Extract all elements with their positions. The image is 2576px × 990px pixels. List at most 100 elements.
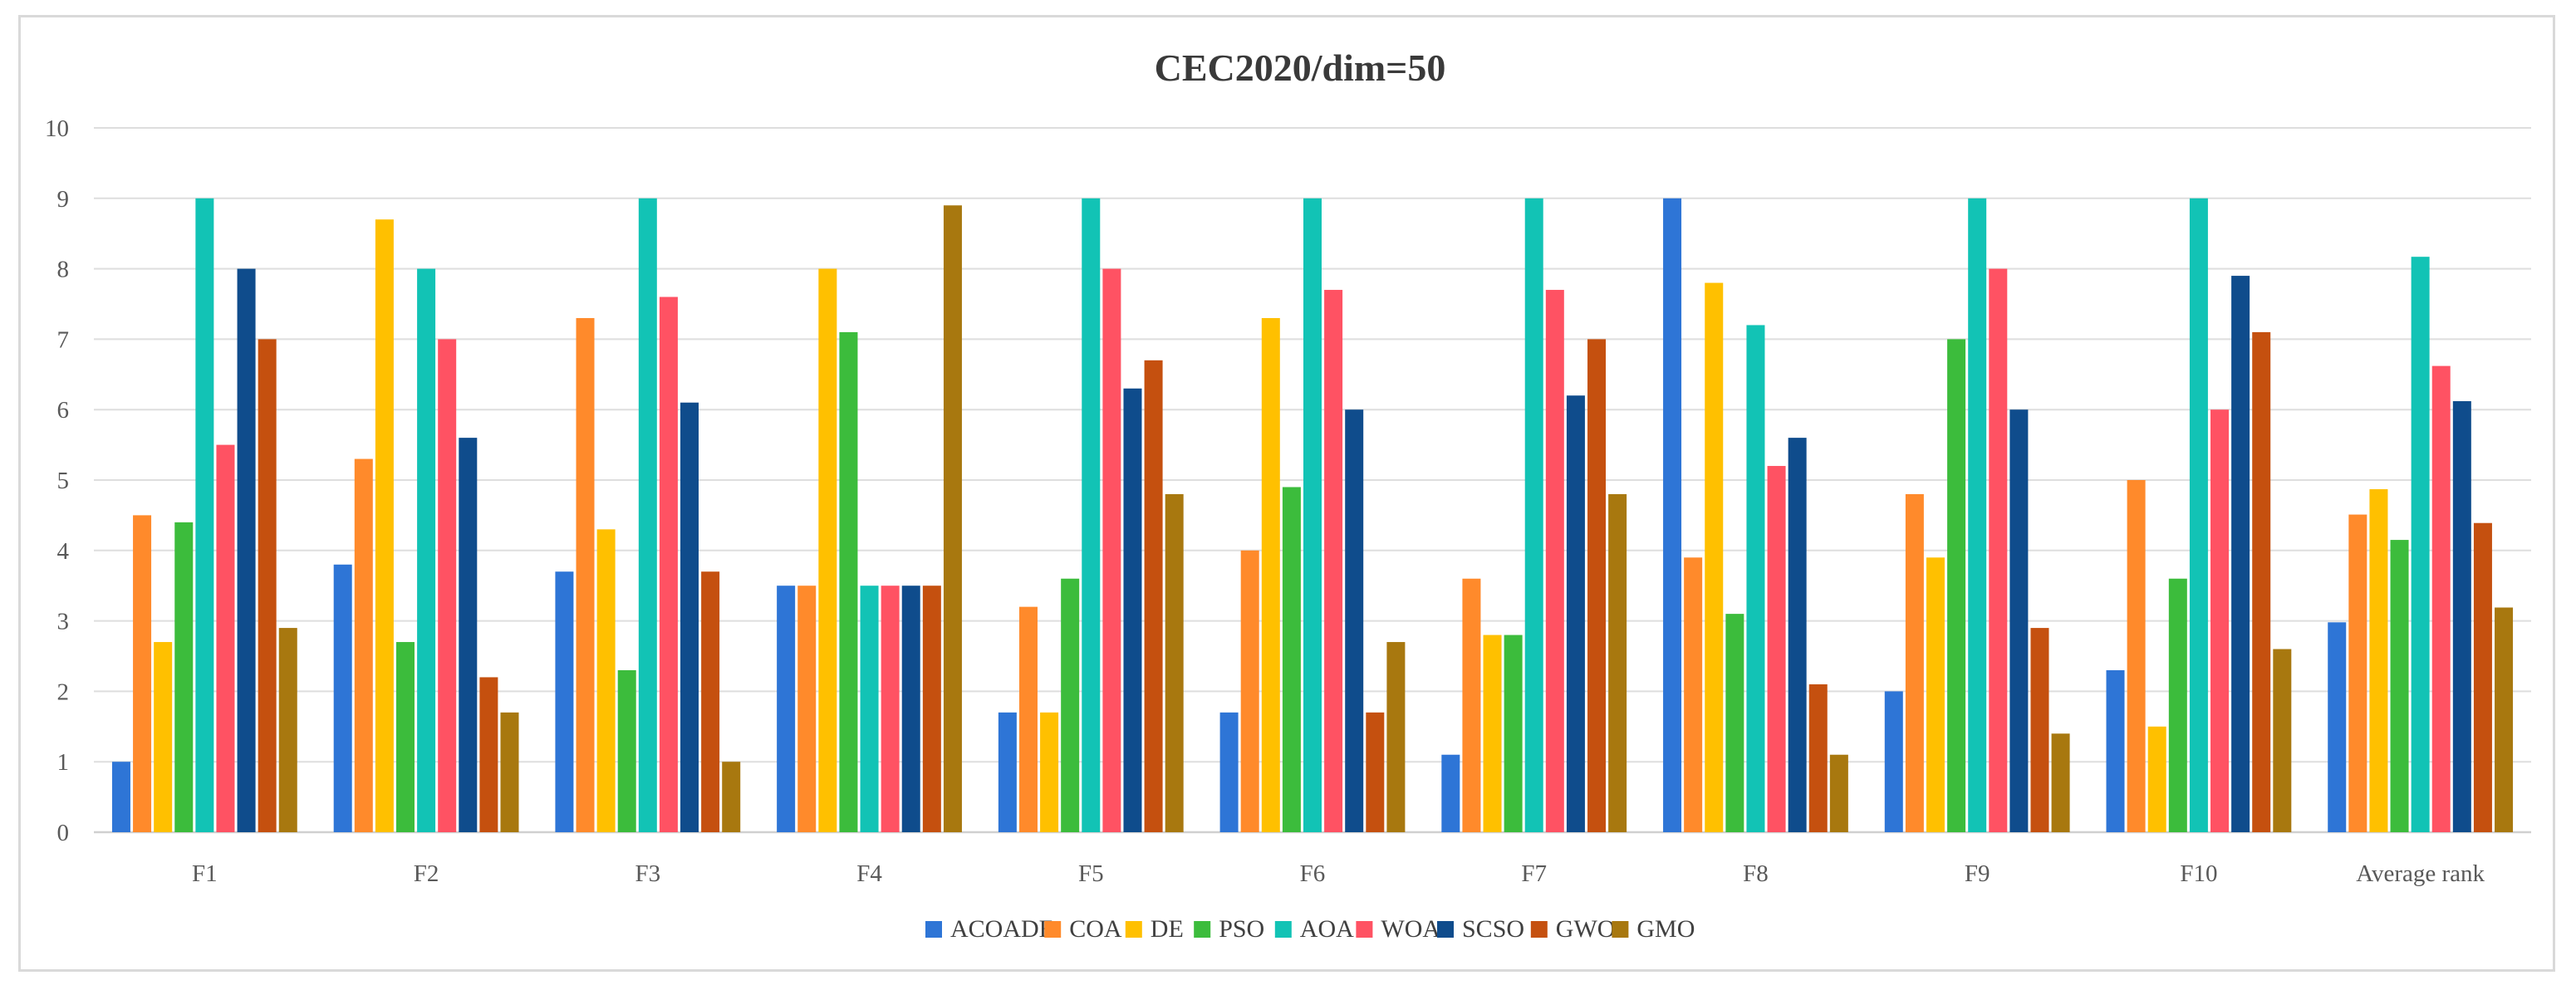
legend-label-gmo: GMO — [1636, 915, 1695, 943]
bar-coa — [1462, 578, 1481, 832]
bar-gmo — [2273, 649, 2292, 832]
legend-label-gwo: GWO — [1556, 915, 1616, 943]
bar-scso — [2452, 401, 2471, 832]
bar-acoade — [1441, 754, 1460, 832]
bar-gmo — [943, 205, 962, 832]
bar-gwo — [258, 339, 277, 832]
bar-de — [1040, 712, 1059, 832]
legend-label-coa: COA — [1069, 915, 1122, 943]
bar-woa — [1102, 268, 1121, 833]
chart-frame: CEC2020/dim=50 0 1 2 3 4 5 6 7 8 9 10 F1 F2 F3 F4 F5 F6… — [18, 15, 2555, 972]
legend-label-de: DE — [1151, 915, 1184, 943]
bar-aoa — [1746, 325, 1765, 832]
bar-pso — [395, 642, 415, 832]
bar-woa — [2431, 365, 2451, 832]
bar-gwo — [479, 677, 498, 832]
y-tick-label: 6 — [57, 397, 70, 424]
y-tick-label: 0 — [57, 820, 70, 846]
bar-aoa — [638, 198, 657, 833]
legend-label-aoa: AOA — [1300, 915, 1354, 943]
bar-scso — [1788, 438, 1807, 832]
bar-acoade — [1884, 691, 1903, 832]
bar-de — [1705, 282, 1724, 832]
bar-coa — [1684, 557, 1703, 832]
bar-pso — [2390, 540, 2409, 832]
bar-acoade — [1663, 198, 1682, 833]
x-tick-label: F3 — [635, 860, 660, 887]
legend-swatch-scso — [1437, 921, 1454, 938]
bar-woa — [659, 297, 678, 832]
bar-acoade — [777, 586, 796, 832]
x-tick-label: F8 — [1743, 860, 1769, 887]
bar-scso — [1566, 395, 1585, 832]
legend-swatch-woa — [1356, 921, 1373, 938]
bar-pso — [1504, 635, 1523, 832]
bar-aoa — [417, 268, 436, 833]
bar-aoa — [195, 198, 214, 833]
bar-gwo — [922, 586, 941, 832]
legend-label-woa: WOA — [1381, 915, 1440, 943]
bar-pso — [2168, 578, 2187, 832]
bar-scso — [680, 402, 699, 833]
bar-woa — [1545, 290, 1564, 832]
bar-gwo — [701, 571, 720, 832]
bar-aoa — [1082, 198, 1101, 833]
bar-chart: CEC2020/dim=50 0 1 2 3 4 5 6 7 8 9 10 F1 F2 F3 F4 F5 F6… — [45, 47, 2531, 943]
x-tick-label: Average rank — [2356, 860, 2485, 887]
y-tick-label: 7 — [57, 326, 70, 353]
bar-de — [1261, 317, 1280, 833]
bar-gwo — [2473, 522, 2492, 832]
legend-swatch-gwo — [1530, 921, 1548, 938]
bar-woa — [216, 444, 235, 832]
legend-swatch-de — [1125, 921, 1142, 938]
bar-scso — [1123, 388, 1142, 832]
bar-gwo — [2030, 628, 2049, 832]
y-tick-label: 1 — [57, 749, 70, 776]
bar-pso — [1947, 339, 1966, 832]
bar-aoa — [1968, 198, 1987, 833]
bar-scso — [2231, 276, 2250, 833]
bar-woa — [1767, 466, 1786, 832]
legend-label-pso: PSO — [1219, 915, 1264, 943]
bar-woa — [438, 339, 457, 832]
bar-gmo — [2051, 733, 2070, 832]
bar-woa — [2210, 409, 2230, 832]
bar-pso — [174, 522, 194, 832]
bar-aoa — [2411, 257, 2430, 833]
bar-gmo — [2495, 607, 2514, 832]
x-tick-label: F9 — [1965, 860, 1990, 887]
bar-acoade — [2328, 622, 2347, 832]
bar-aoa — [860, 586, 879, 832]
x-tick-label: F1 — [192, 860, 218, 887]
bar-coa — [2348, 514, 2367, 832]
bar-pso — [1725, 614, 1744, 832]
legend-label-acoade: ACOADE — [950, 915, 1054, 943]
bar-gwo — [1808, 684, 1828, 832]
x-tick-label: F10 — [2180, 860, 2217, 887]
bar-gmo — [1608, 493, 1627, 832]
bar-scso — [2009, 409, 2029, 832]
bar-pso — [1061, 578, 1080, 832]
bar-de — [1483, 635, 1502, 832]
bar-pso — [1282, 487, 1301, 832]
bar-gwo — [1366, 712, 1385, 832]
bar-aoa — [1524, 198, 1543, 833]
bar-coa — [797, 586, 817, 832]
bar-gmo — [1165, 493, 1184, 832]
bar-acoade — [111, 762, 130, 832]
bar-acoade — [998, 712, 1017, 832]
bar-aoa — [1303, 198, 1322, 833]
x-tick-label: F2 — [414, 860, 439, 887]
legend-label-scso: SCSO — [1462, 915, 1524, 943]
bar-woa — [1324, 290, 1343, 832]
bar-scso — [459, 438, 478, 832]
bar-acoade — [1219, 712, 1239, 832]
y-tick-label: 5 — [57, 468, 70, 494]
bar-de — [1926, 557, 1945, 832]
bar-aoa — [2189, 198, 2208, 833]
x-tick-label: F7 — [1521, 860, 1547, 887]
bar-scso — [1345, 409, 1364, 832]
y-tick-label: 8 — [57, 257, 70, 283]
chart-title: CEC2020/dim=50 — [1155, 47, 1446, 89]
bar-de — [818, 268, 837, 833]
